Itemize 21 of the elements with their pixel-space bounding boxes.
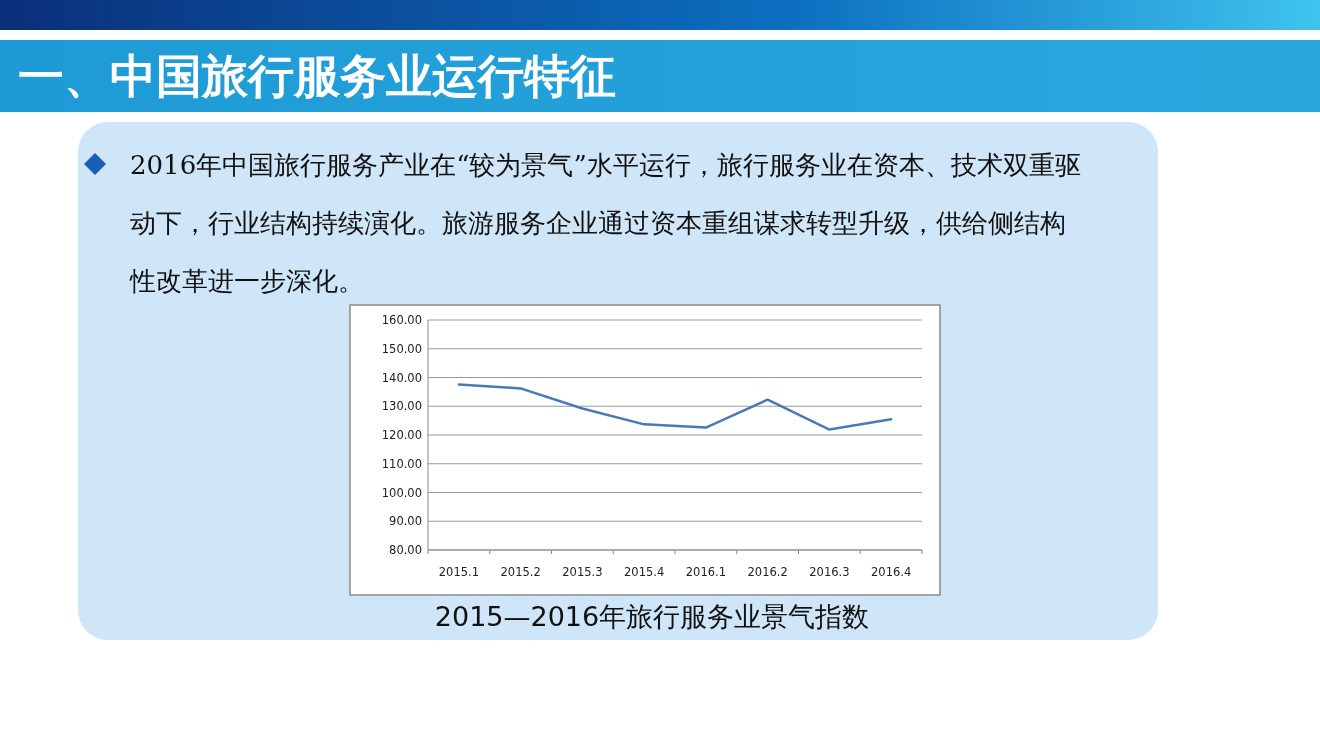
x-tick-label: 2015.4 [624, 565, 665, 579]
x-tick-label: 2016.3 [809, 565, 850, 579]
y-tick-label: 140.00 [381, 370, 422, 385]
chart-title: 一、中国旅行服务业运行特征 [18, 49, 616, 103]
x-tick-label: 2016.1 [685, 565, 726, 579]
x-tick-label: 2015.3 [562, 565, 603, 579]
y-tick-label: 120.00 [381, 428, 422, 443]
y-tick-label: 160.00 [381, 313, 422, 328]
y-tick-label: 100.00 [381, 485, 422, 500]
y-tick-label: 80.00 [389, 543, 422, 558]
y-tick-label: 110.00 [381, 456, 422, 471]
text: 2015—2016年旅行服务业景气指数 [434, 601, 870, 632]
x-tick-label: 2016.4 [871, 565, 912, 579]
chart-subtitle: 2016年中国旅行服务产业在“较为景气”水平运行，旅行服务业在资本、技术双重驱动下，行业结构持续演化。旅游服务企业通过资本重组谋求转型升级，供给侧结构性改革进一步深化。 [129, 150, 1081, 296]
y-tick-label: 130.00 [381, 399, 422, 414]
x-tick-label: 2015.2 [500, 565, 541, 579]
x-tick-label: 2016.2 [747, 565, 788, 579]
y-tick-label: 150.00 [381, 341, 422, 356]
x-tick-label: 2015.1 [438, 565, 479, 579]
y-tick-label: 90.00 [389, 514, 422, 529]
line-series [457, 383, 893, 431]
